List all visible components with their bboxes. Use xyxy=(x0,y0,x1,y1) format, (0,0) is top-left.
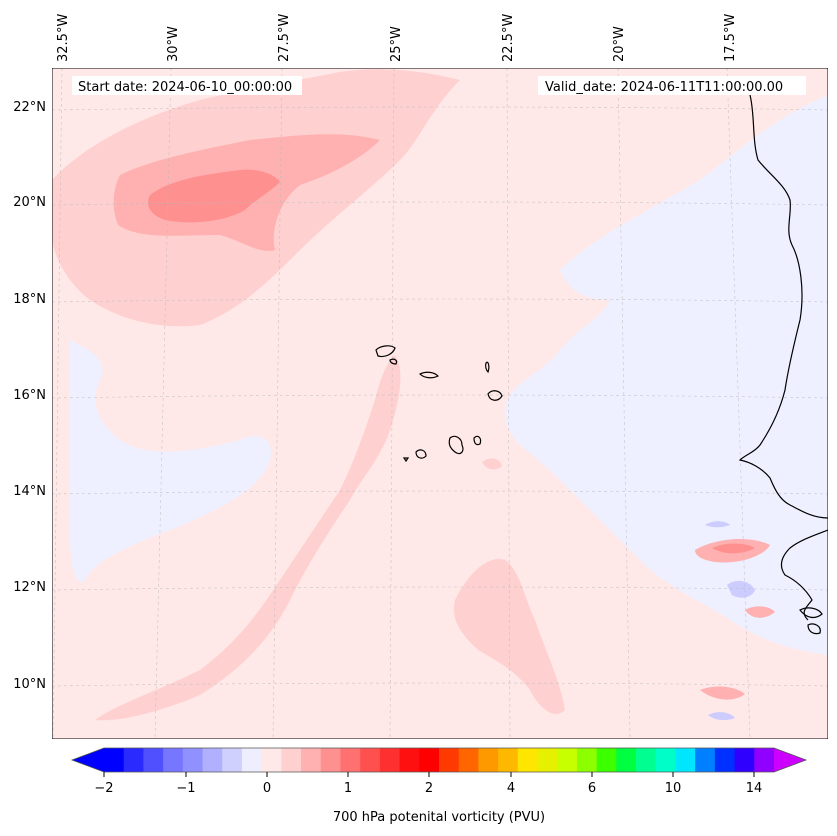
colorbar-cell xyxy=(163,748,184,772)
cbar-tick-label: 14 xyxy=(746,781,763,796)
colorbar-cell xyxy=(517,748,539,772)
colorbar-cell xyxy=(478,748,499,772)
colorbar-cell xyxy=(576,748,598,772)
colorbar-cell xyxy=(695,748,716,772)
colorbar-cell xyxy=(655,748,676,772)
colorbar-cell xyxy=(379,748,401,772)
cbar-tick-label: −2 xyxy=(94,781,113,796)
positive-pv-core-north xyxy=(148,169,280,223)
colorbar-cell xyxy=(537,748,558,772)
graticule xyxy=(52,68,828,739)
colorbar-cell xyxy=(675,748,696,772)
lon-label-17-5w: 17.5°W xyxy=(723,14,738,62)
negative-pv-spot-3 xyxy=(708,712,735,721)
positive-pv-spot-small xyxy=(482,458,502,470)
colorbar-title: 700 hPa potenital vorticity (PVU) xyxy=(333,810,545,825)
lon-label-20w: 20°W xyxy=(612,26,627,62)
positive-pv-spot-east-3 xyxy=(700,686,745,700)
colorbar-min-extend xyxy=(72,748,104,772)
colorbar-cells xyxy=(104,748,775,772)
positive-pv-filament-mid xyxy=(453,559,565,714)
negative-pv-spot-2 xyxy=(705,521,730,528)
lat-label-22n: 22°N xyxy=(13,100,46,115)
lon-label-25w: 25°W xyxy=(389,26,404,62)
longitude-labels: 32.5°W 30°W 27.5°W 25°W 22.5°W 20°W 17.5… xyxy=(56,14,738,62)
lon-label-22-5w: 22.5°W xyxy=(501,14,516,62)
colorbar-cell xyxy=(301,748,322,772)
lat-label-18n: 18°N xyxy=(13,292,46,307)
negative-pv-region-west xyxy=(69,340,271,583)
colorbar-cell xyxy=(458,748,479,772)
colorbar-cell xyxy=(399,748,420,772)
colorbar-tick-labels: −2 −1 0 1 2 4 6 10 14 xyxy=(94,781,762,796)
colorbar-cell xyxy=(320,748,341,772)
start-date-box: Start date: 2024-06-10_00:00:00 xyxy=(72,76,302,95)
colorbar-cell xyxy=(616,748,637,772)
colorbar-ticks xyxy=(103,772,755,777)
colorbar-cell xyxy=(143,748,164,772)
colorbar-cell xyxy=(202,748,223,772)
colorbar-cell xyxy=(104,748,125,772)
colorbar-cell xyxy=(182,748,204,772)
start-date-text: Start date: 2024-06-10_00:00:00 xyxy=(78,80,292,95)
latitude-labels: 22°N 20°N 18°N 16°N 14°N 12°N 10°N xyxy=(13,100,46,692)
colorbar-cell xyxy=(754,748,775,772)
cbar-tick-label: −1 xyxy=(176,781,195,796)
colorbar-cell xyxy=(419,748,440,772)
negative-pv-region-east xyxy=(504,95,828,655)
cbar-tick-label: 10 xyxy=(665,781,682,796)
lon-label-30w: 30°W xyxy=(166,26,181,62)
lon-label-32-5w: 32.5°W xyxy=(56,14,71,62)
coastline xyxy=(375,94,828,635)
cbar-tick-label: 1 xyxy=(344,781,352,796)
cbar-tick-label: 2 xyxy=(425,781,433,796)
colorbar-cell xyxy=(261,748,282,772)
colorbar-max-extend xyxy=(774,748,806,772)
colorbar-cell xyxy=(498,748,519,772)
cbar-tick-label: 0 xyxy=(263,781,271,796)
positive-pv-filament-south xyxy=(95,355,401,721)
colorbar-cell xyxy=(636,748,657,772)
colorbar-cell xyxy=(596,748,617,772)
cbar-tick-label: 4 xyxy=(507,781,515,796)
colorbar-cell xyxy=(340,748,361,772)
lon-label-27-5w: 27.5°W xyxy=(277,14,292,62)
lat-label-12n: 12°N xyxy=(13,580,46,595)
lat-label-20n: 20°N xyxy=(13,195,46,210)
valid-date-text: Valid_date: 2024-06-11T11:00:00.00 xyxy=(545,80,783,95)
colorbar: −2 −1 0 1 2 4 6 10 14 700 hPa potenital … xyxy=(70,747,808,825)
map-panel xyxy=(52,68,828,739)
colorbar-cell xyxy=(439,748,460,772)
valid-date-box: Valid_date: 2024-06-11T11:00:00.00 xyxy=(538,76,806,95)
negative-pv-spot-1 xyxy=(727,580,755,598)
colorbar-cell xyxy=(241,748,263,772)
colorbar-cell xyxy=(222,748,243,772)
lat-label-14n: 14°N xyxy=(13,484,46,499)
colorbar-cell xyxy=(360,748,381,772)
cbar-tick-label: 6 xyxy=(588,781,596,796)
colorbar-cell xyxy=(281,748,302,772)
lat-label-16n: 16°N xyxy=(13,388,46,403)
colorbar-cell xyxy=(123,748,144,772)
colorbar-cell xyxy=(714,748,736,772)
colorbar-cell xyxy=(734,748,755,772)
colorbar-cell xyxy=(557,748,578,772)
positive-pv-spot-east-2 xyxy=(712,543,755,554)
positive-pv-spot-east-4 xyxy=(745,606,775,618)
lat-label-10n: 10°N xyxy=(13,677,46,692)
